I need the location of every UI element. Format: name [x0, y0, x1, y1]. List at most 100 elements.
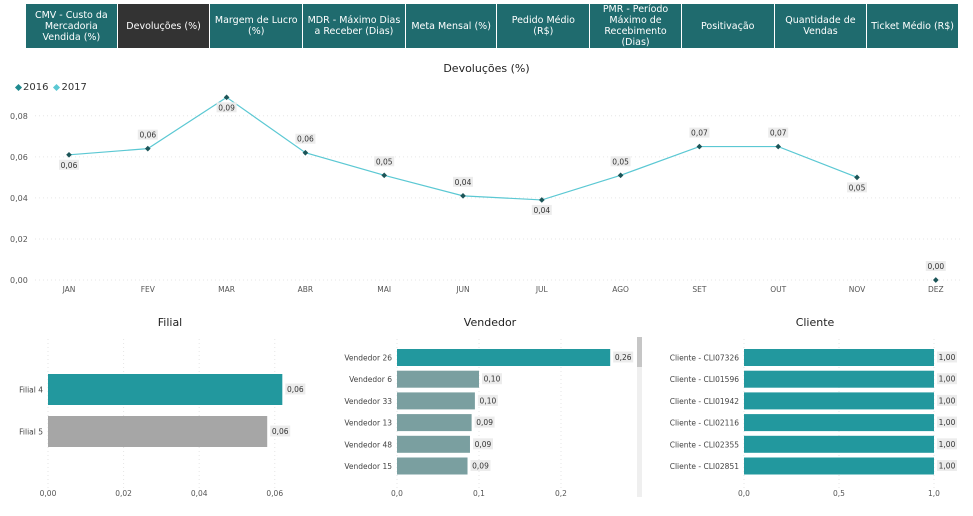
data-point[interactable] [66, 151, 72, 158]
cliente-chart-title: Cliente [795, 316, 835, 329]
x-tick-label: FEV [141, 285, 156, 294]
bar-vendedor-15[interactable] [397, 457, 468, 475]
value-label: 1,00 [939, 462, 956, 471]
category-label: Filial 4 [19, 386, 43, 395]
x-tick-label: 0,1 [473, 489, 485, 498]
category-label: Vendedor 48 [344, 440, 392, 449]
x-tick-label: AGO [612, 285, 629, 294]
value-label-bg [613, 351, 634, 363]
tab-ticket-m-dio-r[interactable]: Ticket Médio (R$) [867, 4, 959, 48]
value-label-bg [482, 373, 502, 385]
data-point[interactable] [854, 174, 860, 181]
x-tick-label: 0,02 [115, 489, 132, 498]
bar-filial-4[interactable] [48, 374, 283, 405]
bar-vendedor-26[interactable] [397, 349, 611, 366]
x-tick-label: MAI [377, 285, 391, 294]
data-label-bg [137, 129, 158, 140]
tab-margem-de-lucro[interactable]: Margem de Lucro (%) [210, 4, 304, 48]
value-label: 0,09 [476, 418, 493, 427]
data-label-bg [689, 127, 710, 138]
data-point[interactable] [302, 149, 309, 156]
filial-bar-chart: 0,00 0,02 0,04 0,06 Filial 4 0,06 Filial 5 0,06 [19, 339, 306, 498]
data-label-bg [925, 261, 946, 271]
category-label: Cliente - CLI02851 [670, 462, 740, 471]
bar-vendedor-13[interactable] [397, 414, 472, 432]
data-point[interactable] [775, 143, 782, 150]
data-label-bg [531, 204, 552, 215]
line-chart-title: Devoluções (%) [443, 62, 530, 75]
category-label: Vendedor 6 [349, 375, 392, 384]
line-chart-legend: 2016 2017 [14, 82, 87, 93]
tab-meta-mensal[interactable]: Meta Mensal (%) [405, 4, 498, 48]
value-label-bg [285, 383, 306, 395]
value-label: 1,00 [939, 418, 956, 427]
x-tick-label: 0,0 [738, 489, 750, 498]
cliente-bar-chart: 0,0 0,5 1,0 Cliente - CLI07326 1,00 Cliente -… [670, 339, 957, 498]
data-point[interactable] [144, 145, 151, 152]
value-label: 0,06 [272, 427, 289, 436]
y-tick-label: 0,06 [10, 153, 28, 162]
bar-cliente-cli02355[interactable] [744, 435, 934, 453]
data-label-bg [59, 159, 79, 170]
bar-cliente-cli01596[interactable] [744, 370, 934, 388]
data-label-bg [847, 182, 867, 193]
value-label-bg [472, 438, 493, 450]
bar-cliente-cli07326[interactable] [744, 349, 934, 366]
data-label: 0,06 [61, 161, 78, 170]
y-tick-label: 0,04 [10, 194, 28, 203]
bar-cliente-cli02116[interactable] [744, 414, 934, 432]
value-label-bg [470, 460, 491, 471]
data-label: 0,04 [533, 206, 550, 215]
data-label: 0,05 [376, 157, 393, 166]
data-point[interactable] [932, 277, 939, 283]
data-label: 0,05 [612, 157, 629, 166]
x-tick-label: 0,06 [266, 489, 283, 498]
legend-item-2016[interactable]: 2016 [14, 82, 48, 93]
bar-cliente-cli01942[interactable] [744, 392, 934, 410]
value-label: 0,26 [615, 353, 632, 362]
filial-chart-title: Filial [157, 316, 183, 329]
data-label: 0,06 [139, 131, 156, 140]
data-point[interactable] [696, 143, 703, 150]
tab-pedido-m-dio-r[interactable]: Pedido Médio (R$) [497, 4, 591, 48]
value-label: 0,10 [484, 375, 501, 384]
data-point[interactable] [223, 94, 230, 101]
tab-quantidade-de-vendas[interactable]: Quantidade de Vendas [774, 4, 868, 48]
x-tick-label: 0,00 [40, 489, 57, 498]
data-label-bg [610, 156, 631, 167]
category-label: Vendedor 26 [344, 354, 392, 363]
y-tick-label: 0,08 [10, 112, 28, 121]
x-tick-label: NOV [849, 285, 866, 294]
legend-item-2017[interactable]: 2017 [53, 82, 87, 93]
data-label: 0,07 [770, 129, 787, 138]
tab-mdr-m-ximo-dias-a-receber-dias[interactable]: MDR - Máximo Dias a Receber (Dias) [303, 4, 406, 48]
data-point[interactable] [617, 172, 624, 179]
x-tick-label: 0,04 [191, 489, 208, 498]
data-label: 0,05 [849, 183, 866, 192]
value-label: 1,00 [939, 440, 956, 449]
tab-positiva-o[interactable]: Positivação [681, 4, 775, 48]
bar-cliente-cli02851[interactable] [744, 457, 934, 475]
tab-devolu-es[interactable]: Devoluções (%) [117, 4, 211, 48]
bar-vendedor-6[interactable] [397, 370, 479, 388]
tab-pmr-per-odo-m-ximo-de-recebimento-dias[interactable]: PMR - Período Máximo de Recebimento (Dia… [590, 4, 682, 48]
vendedor-chart-title: Vendedor [463, 316, 517, 329]
tab-cmv-custo-da-mercadoria-vendida[interactable]: CMV - Custo da Mercadoria Vendida (%) [26, 4, 118, 48]
category-label: Cliente - CLI02116 [670, 419, 740, 428]
category-label: Cliente - CLI01942 [670, 397, 740, 406]
value-label: 0,09 [475, 440, 492, 449]
data-point[interactable] [538, 197, 545, 203]
x-tick-label: 0,5 [833, 489, 845, 498]
line-chart: 0,00 0,02 0,04 0,06 0,08 0,06 JAN 0,06 FEV 0,09 MA… [10, 94, 960, 294]
x-tick-label: SET [692, 285, 706, 294]
bar-vendedor-48[interactable] [397, 435, 470, 453]
bar-filial-5[interactable] [48, 416, 268, 447]
vendedor-scrollbar-thumb[interactable] [637, 337, 642, 367]
data-label-bg [216, 102, 237, 113]
category-label: Cliente - CLI07326 [670, 354, 740, 363]
data-point[interactable] [460, 193, 466, 199]
x-tick-label: ABR [298, 285, 314, 294]
data-point[interactable] [381, 172, 388, 179]
bar-vendedor-33[interactable] [397, 392, 475, 410]
vendedor-scrollbar[interactable] [637, 337, 642, 497]
